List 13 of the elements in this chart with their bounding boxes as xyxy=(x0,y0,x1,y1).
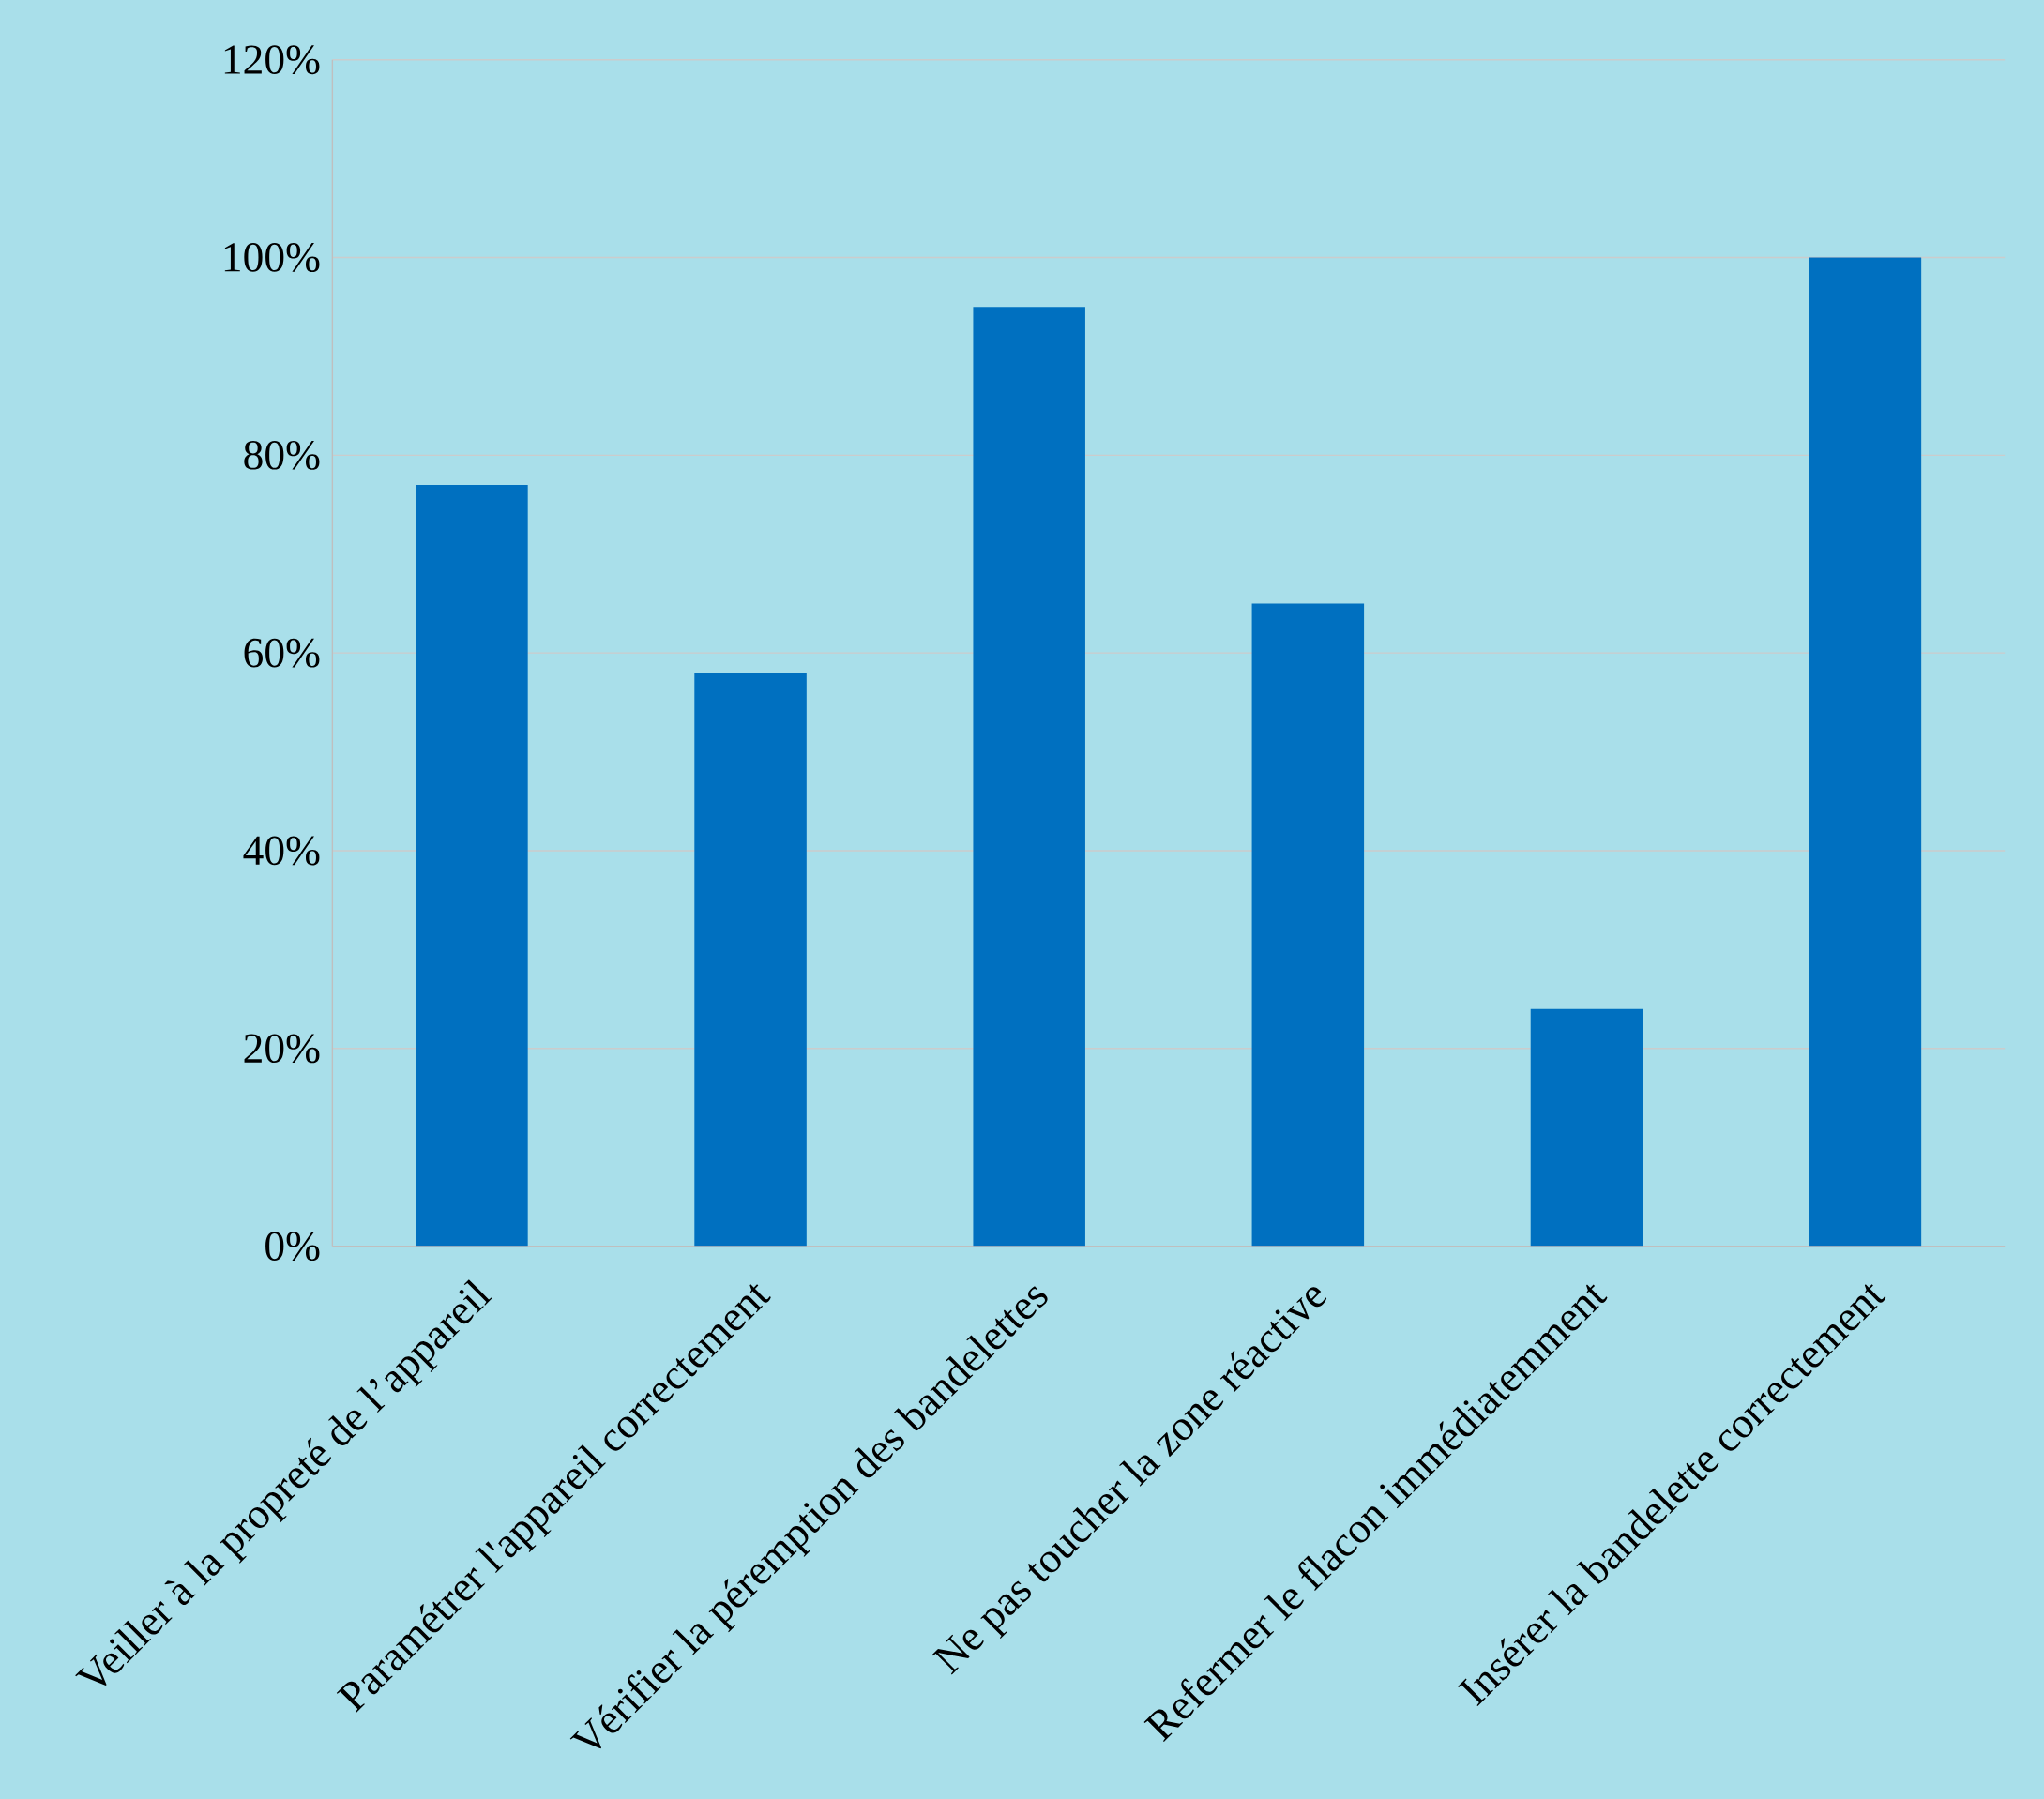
bar xyxy=(1251,603,1365,1247)
bar xyxy=(973,307,1085,1247)
y-tick-label: 0% xyxy=(265,1232,320,1261)
bar xyxy=(1530,1008,1643,1247)
y-tick-label: 40% xyxy=(243,836,320,866)
bar xyxy=(1809,257,1922,1247)
bar xyxy=(416,484,528,1247)
y-tick-label: 80% xyxy=(244,440,320,470)
y-tick-label: 100% xyxy=(224,242,320,272)
y-tick-label: 60% xyxy=(244,638,320,668)
bar xyxy=(694,673,807,1247)
y-tick-label: 20% xyxy=(244,1034,320,1064)
y-tick-label: 120% xyxy=(224,45,320,75)
